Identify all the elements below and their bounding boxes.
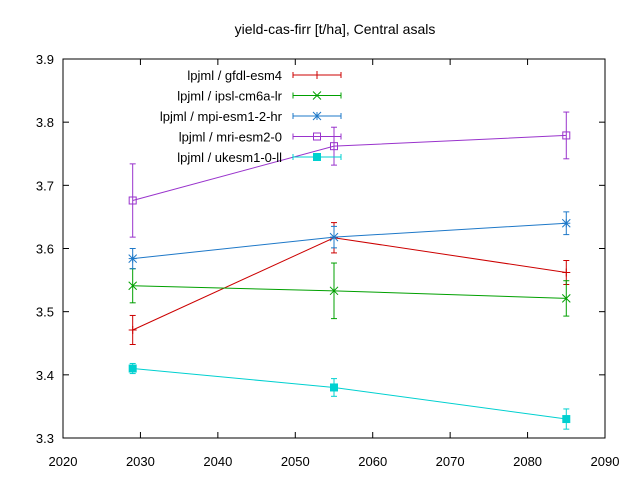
marker-stroke	[312, 91, 322, 100]
data-point	[562, 268, 571, 277]
y-tick-label: 3.4	[36, 368, 54, 383]
data-point	[128, 254, 138, 263]
x-tick-label: 2070	[436, 454, 465, 469]
data-point	[329, 286, 339, 296]
data-point	[562, 131, 571, 140]
marker-stroke	[329, 286, 339, 296]
legend-marker	[312, 91, 322, 100]
data-point	[330, 383, 338, 392]
y-tick-label: 3.9	[36, 52, 54, 67]
series-3	[128, 211, 571, 270]
marker-stroke	[561, 294, 571, 303]
series-2	[128, 262, 571, 320]
legend-label: lpjml / ukesm1-0-ll	[177, 150, 282, 165]
legend-entry-3: lpjml / mpi-esm1-2-hr	[160, 109, 342, 124]
series-line	[132, 222, 567, 260]
axis-ticks: 2020 2030 2040 2050 2060 2070 2080 2090 3.3 3.4 3.…	[36, 52, 620, 469]
marker-stroke	[128, 254, 138, 263]
legend-marker	[313, 132, 321, 141]
x-tick-label: 2050	[281, 454, 310, 469]
legend: lpjml / gfdl-esm4 lpjml / ipsl-cm6a-lr lpj…	[160, 68, 342, 165]
error-bar	[563, 111, 570, 160]
legend-entry-1: lpjml / gfdl-esm4	[187, 68, 342, 83]
legend-entry-4: lpjml / mri-esm2-0	[179, 130, 342, 145]
marker-stroke	[561, 218, 571, 228]
y-tick-label: 3.6	[36, 242, 54, 257]
series-line	[132, 285, 567, 299]
data-point	[128, 281, 138, 291]
data-point	[562, 415, 571, 424]
y-tick-label: 3.3	[36, 431, 54, 446]
marker-square	[313, 153, 321, 161]
marker-stroke	[312, 111, 322, 121]
legend-label: lpjml / ipsl-cm6a-lr	[177, 89, 282, 104]
data-point	[329, 232, 339, 242]
data-point	[128, 196, 137, 205]
series-5	[128, 362, 571, 430]
marker-square	[330, 383, 338, 392]
legend-entry-2: lpjml / ipsl-cm6a-lr	[177, 89, 342, 104]
x-tick-label: 2090	[591, 454, 620, 469]
legend-marker	[313, 71, 321, 79]
data-point	[128, 325, 137, 334]
marker-square	[128, 364, 137, 373]
marker-square	[313, 132, 321, 141]
marker-stroke	[329, 232, 339, 242]
legend-label: lpjml / mpi-esm1-2-hr	[160, 109, 283, 124]
x-tick-label: 2080	[513, 454, 542, 469]
marker-square	[562, 131, 571, 140]
x-tick-label: 2040	[203, 454, 232, 469]
legend-label: lpjml / gfdl-esm4	[187, 68, 282, 83]
y-tick-label: 3.5	[36, 305, 54, 320]
series-1	[128, 222, 571, 346]
legend-marker	[313, 153, 321, 161]
legend-entry-5: lpjml / ukesm1-0-ll	[177, 150, 342, 165]
y-tick-label: 3.7	[36, 178, 54, 193]
x-tick-label: 2020	[49, 454, 78, 469]
marker-stroke	[128, 281, 138, 291]
series-line	[132, 368, 567, 420]
series-4	[128, 111, 571, 238]
marker-square	[128, 196, 137, 205]
chart-title: yield-cas-firr [t/ha], Central asals	[235, 21, 436, 37]
x-tick-label: 2060	[358, 454, 387, 469]
marker-square	[562, 415, 571, 424]
legend-label: lpjml / mri-esm2-0	[179, 130, 282, 145]
data-point	[561, 218, 571, 228]
legend-marker	[312, 111, 322, 121]
x-tick-label: 2030	[126, 454, 155, 469]
marker-square	[330, 142, 338, 151]
data-point	[330, 142, 338, 151]
error-bar	[331, 126, 337, 166]
data-point	[561, 294, 571, 303]
data-point	[128, 364, 137, 373]
series-layer	[128, 111, 571, 430]
error-bar	[129, 163, 136, 238]
series-line	[132, 134, 567, 201]
y-tick-label: 3.8	[36, 115, 54, 130]
